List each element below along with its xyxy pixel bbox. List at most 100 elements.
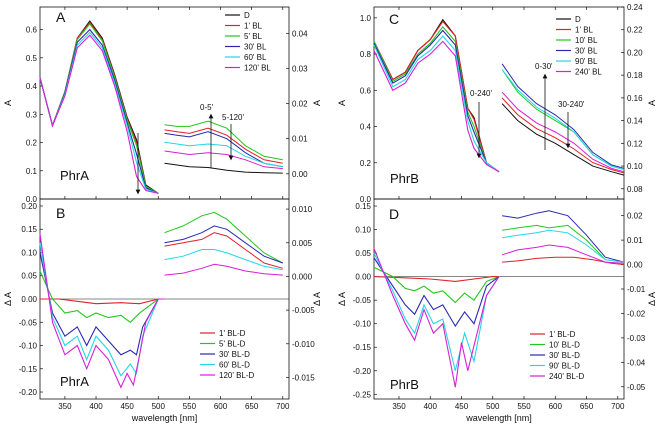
inset-series-line <box>502 229 625 263</box>
x-tick-label: 400 <box>424 402 438 411</box>
y-right-tick-label: 0.01 <box>292 135 308 144</box>
legend-label: 120' BL <box>244 64 271 73</box>
y-axis-label: Δ A <box>337 292 347 306</box>
series-line <box>373 35 500 173</box>
annotation: 0-5' <box>200 103 214 112</box>
legend-label: D <box>575 15 581 24</box>
series-line <box>373 276 499 282</box>
inset-series-line <box>164 263 283 276</box>
inset-series-line <box>164 225 283 264</box>
series-line <box>373 257 500 328</box>
inset-series-line <box>502 224 625 263</box>
inset-series-line <box>501 69 625 170</box>
legend-label: 240' BL <box>575 68 602 77</box>
y-right-tick-label: 0.02 <box>627 212 643 221</box>
series-line <box>373 26 500 173</box>
y-right-tick-label: 0.000 <box>292 272 313 281</box>
y-tick-label: 0.00 <box>21 295 37 304</box>
inset-series-line <box>501 63 625 169</box>
y-tick-label: -0.25 <box>353 390 372 399</box>
y-right-tick-label: 0.22 <box>627 26 643 35</box>
sample-label: PhrB <box>390 377 419 392</box>
legend-label: 90' BL-D <box>549 362 580 371</box>
inset-series-line <box>501 69 625 170</box>
y-tick-label: 0.8 <box>360 50 372 59</box>
y-right-tick-label: -0.02 <box>627 309 646 318</box>
y-tick-label: 0.3 <box>26 110 38 119</box>
x-tick-label: 600 <box>214 402 228 411</box>
y-tick-label: 0.5 <box>26 54 38 63</box>
x-tick-label: 700 <box>276 402 290 411</box>
sample-label: PhrA <box>60 374 89 389</box>
inset-series-line <box>164 120 283 161</box>
y-right-tick-label: 0.04 <box>292 29 308 38</box>
x-tick-label: 550 <box>183 402 197 411</box>
series-line <box>373 20 500 173</box>
legend-label: 30' BL <box>575 47 598 56</box>
legend-label: 30' BL-D <box>549 351 580 360</box>
x-tick-label: 550 <box>517 402 531 411</box>
y-tick-label: 0.2 <box>360 159 372 168</box>
y-right-tick-label: -0.04 <box>627 358 646 367</box>
x-tick-label: 700 <box>611 402 625 411</box>
y-right-axis-label: A <box>647 100 657 106</box>
y-right-tick-label: -0.01 <box>627 285 646 294</box>
legend-label: 1' BL-D <box>549 330 576 339</box>
y-tick-label: -0.20 <box>19 388 38 397</box>
y-right-tick-label: 0.010 <box>292 205 313 214</box>
y-right-tick-label: 0.03 <box>292 64 308 73</box>
legend-label: 90' BL <box>575 57 598 66</box>
legend-label: D <box>244 11 250 20</box>
inset-series-line <box>164 211 284 264</box>
y-tick-label: -0.20 <box>353 367 372 376</box>
y-right-tick-label: 0.24 <box>627 3 643 12</box>
x-tick-label: 350 <box>392 402 406 411</box>
y-right-tick-label: -0.005 <box>292 306 315 315</box>
y-tick-label: 0.10 <box>21 248 37 257</box>
series-line <box>39 270 165 324</box>
legend-label: 1' BL-D <box>219 329 246 338</box>
y-tick-label: 0.0 <box>360 195 372 204</box>
inset-series-line <box>164 162 283 174</box>
y-right-tick-label: -0.03 <box>627 334 646 343</box>
panel-label: A <box>56 9 66 25</box>
y-right-tick-label: 0.005 <box>292 239 313 248</box>
panel-label: B <box>56 205 65 221</box>
series-line <box>373 29 500 173</box>
x-tick-label: 400 <box>89 402 103 411</box>
inset-series-line <box>164 141 283 168</box>
y-tick-label: 1.0 <box>360 14 372 23</box>
panel-b: -0.20 -0.15 -0.10 -0.05 0.00 0.05 0.10 0.15 0.20… <box>3 198 322 423</box>
y-tick-label: 0.0 <box>26 195 38 204</box>
y-tick-label: -0.10 <box>19 342 38 351</box>
legend-label: 240' BL-D <box>549 372 585 381</box>
plot-frame <box>373 198 625 400</box>
series-line <box>39 233 165 389</box>
annotation: 0-240' <box>470 89 492 98</box>
x-axis-label: wavelength [nm] <box>131 413 198 423</box>
legend-label: 60' BL-D <box>219 361 250 370</box>
x-axis-label: wavelength [nm] <box>465 413 532 423</box>
y-axis-label: Δ A <box>3 292 13 306</box>
y-right-tick-label: 0.14 <box>627 117 643 126</box>
y-tick-label: 0.15 <box>355 202 371 211</box>
y-right-tick-label: -0.05 <box>627 383 646 392</box>
annotation: 0-30' <box>535 62 553 71</box>
y-right-tick-label: 0.16 <box>627 94 643 103</box>
legend-label: 5' BL-D <box>219 340 246 349</box>
y-right-tick-label: 0.00 <box>627 261 643 270</box>
y-tick-label: 0.1 <box>26 167 38 176</box>
series-line <box>373 252 500 371</box>
y-tick-label: -0.05 <box>19 318 38 327</box>
inset-series-line <box>502 210 625 263</box>
legend-label: 10' BL <box>575 36 598 45</box>
inset-series-line <box>501 103 625 176</box>
y-right-tick-label: 0.12 <box>627 139 643 148</box>
inset-series-line <box>501 97 625 174</box>
legend-label: 1' BL <box>575 26 594 35</box>
y-tick-label: -0.10 <box>353 320 372 329</box>
y-right-tick-label: 0.10 <box>627 162 643 171</box>
inset-series-line <box>501 91 625 173</box>
x-tick-label: 650 <box>245 402 259 411</box>
